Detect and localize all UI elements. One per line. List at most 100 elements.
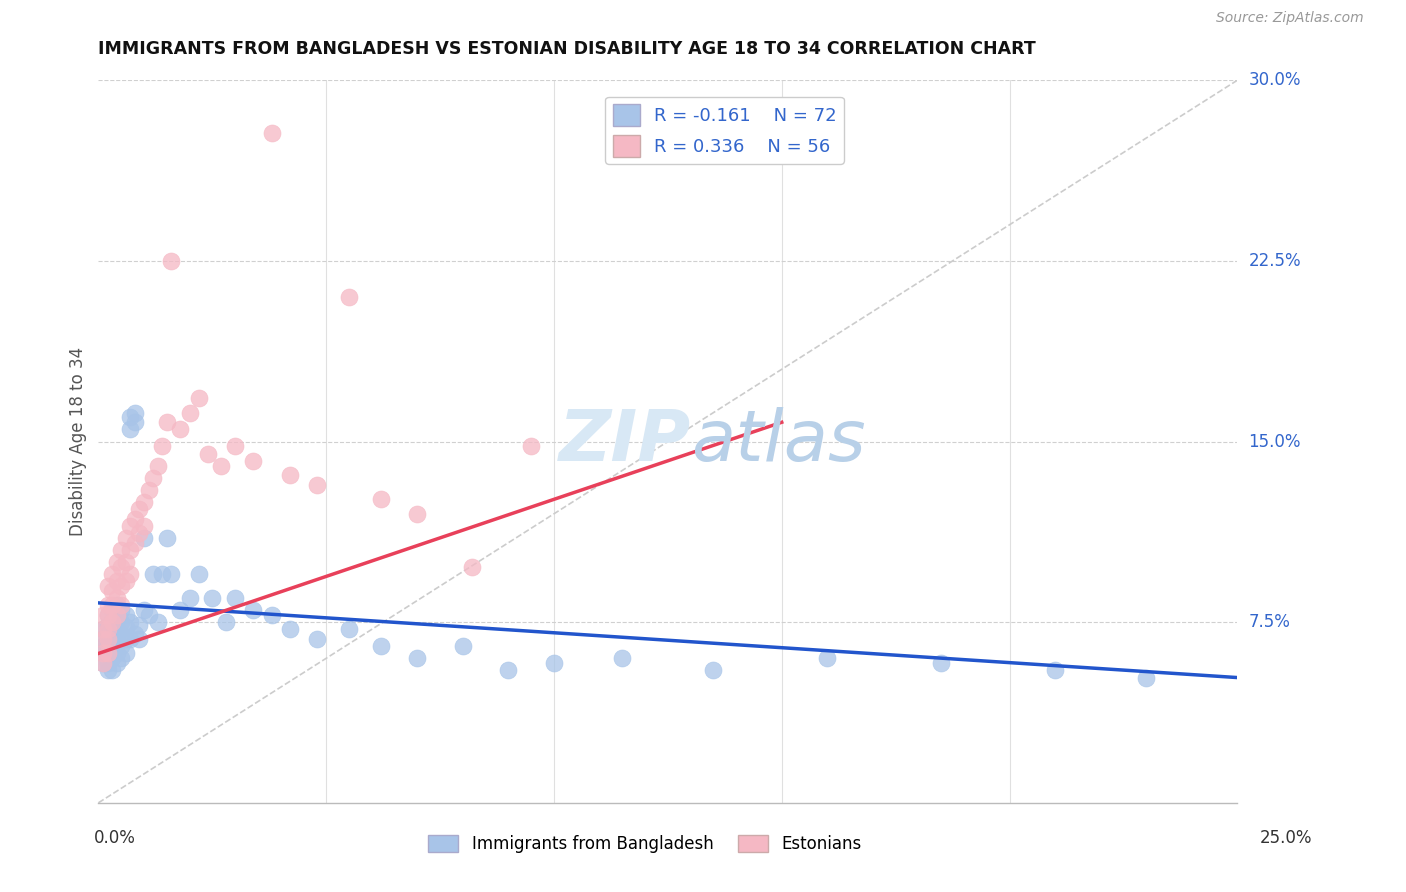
Text: 15.0%: 15.0%	[1249, 433, 1301, 450]
Point	[307, 632, 329, 646]
Point	[114, 555, 136, 569]
Point	[543, 656, 565, 670]
Y-axis label: Disability Age 18 to 34: Disability Age 18 to 34	[69, 347, 87, 536]
Point	[520, 439, 543, 453]
Point	[120, 518, 142, 533]
Text: 30.0%: 30.0%	[1249, 71, 1301, 89]
Point	[110, 542, 132, 557]
Point	[96, 599, 118, 613]
Point	[101, 603, 124, 617]
Point	[1043, 664, 1066, 678]
Point	[132, 518, 155, 533]
Point	[105, 656, 128, 670]
Point	[114, 632, 136, 646]
Point	[197, 446, 219, 460]
Point	[224, 591, 246, 605]
Point	[179, 406, 201, 420]
Point	[105, 607, 128, 622]
Point	[337, 290, 360, 304]
Point	[96, 632, 118, 646]
Legend: R = -0.161    N = 72, R = 0.336    N = 56: R = -0.161 N = 72, R = 0.336 N = 56	[606, 96, 844, 164]
Point	[124, 535, 146, 549]
Point	[114, 620, 136, 634]
Point	[120, 632, 142, 646]
Point	[91, 639, 114, 653]
Point	[215, 615, 238, 630]
Point	[142, 470, 165, 484]
Point	[96, 664, 118, 678]
Point	[160, 567, 183, 582]
Point	[260, 126, 283, 140]
Point	[138, 607, 160, 622]
Point	[132, 603, 155, 617]
Point	[114, 607, 136, 622]
Point	[101, 627, 124, 641]
Point	[278, 623, 301, 637]
Point	[91, 656, 114, 670]
Point	[91, 647, 114, 661]
Point	[498, 664, 520, 678]
Point	[110, 559, 132, 574]
Point	[146, 458, 169, 473]
Point	[146, 615, 169, 630]
Text: 25.0%: 25.0%	[1260, 829, 1313, 847]
Point	[105, 591, 128, 605]
Point	[120, 567, 142, 582]
Point	[461, 559, 484, 574]
Point	[110, 627, 132, 641]
Text: 22.5%: 22.5%	[1249, 252, 1301, 270]
Point	[101, 639, 124, 653]
Point	[101, 664, 124, 678]
Text: IMMIGRANTS FROM BANGLADESH VS ESTONIAN DISABILITY AGE 18 TO 34 CORRELATION CHART: IMMIGRANTS FROM BANGLADESH VS ESTONIAN D…	[98, 40, 1036, 58]
Text: Source: ZipAtlas.com: Source: ZipAtlas.com	[1216, 12, 1364, 25]
Point	[138, 483, 160, 497]
Point	[128, 632, 150, 646]
Point	[156, 415, 179, 429]
Point	[451, 639, 474, 653]
Point	[120, 542, 142, 557]
Point	[91, 623, 114, 637]
Point	[406, 507, 429, 521]
Point	[105, 607, 128, 622]
Point	[101, 651, 124, 665]
Point	[96, 656, 118, 670]
Point	[242, 603, 264, 617]
Point	[96, 647, 118, 661]
Point	[124, 406, 146, 420]
Point	[91, 647, 114, 661]
Point	[96, 647, 118, 661]
Point	[114, 574, 136, 589]
Point	[110, 651, 132, 665]
Point	[209, 458, 232, 473]
Text: 0.0%: 0.0%	[94, 829, 136, 847]
Point	[169, 422, 191, 436]
Point	[702, 664, 724, 678]
Point	[91, 607, 114, 622]
Point	[124, 511, 146, 525]
Point	[150, 567, 173, 582]
Point	[96, 607, 118, 622]
Point	[91, 632, 114, 646]
Point	[91, 632, 114, 646]
Point	[187, 567, 209, 582]
Point	[105, 623, 128, 637]
Point	[307, 478, 329, 492]
Point	[105, 555, 128, 569]
Point	[101, 599, 124, 613]
Point	[91, 623, 114, 637]
Point	[114, 531, 136, 545]
Point	[124, 415, 146, 429]
Point	[132, 531, 155, 545]
Point	[110, 599, 132, 613]
Point	[105, 632, 128, 646]
Point	[201, 591, 224, 605]
Point	[96, 617, 118, 632]
Text: atlas: atlas	[690, 407, 865, 476]
Point	[96, 579, 118, 593]
Point	[101, 583, 124, 598]
Point	[96, 607, 118, 622]
Text: 7.5%: 7.5%	[1249, 613, 1291, 632]
Point	[815, 651, 838, 665]
Point	[110, 639, 132, 653]
Point	[124, 627, 146, 641]
